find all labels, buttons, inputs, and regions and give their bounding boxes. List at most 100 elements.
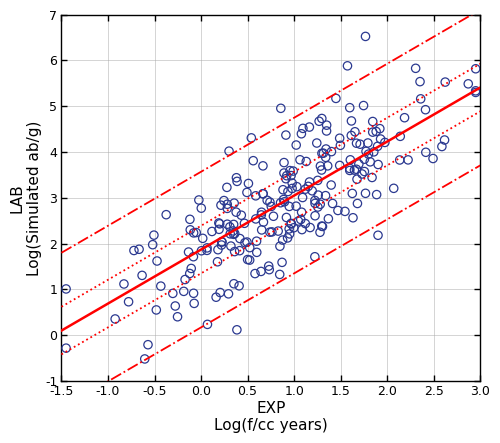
Point [212, 294, 220, 301]
Point [214, 246, 222, 253]
Point [203, 245, 211, 252]
Point [230, 280, 238, 287]
Point [316, 201, 324, 208]
Point [278, 237, 286, 244]
Point [294, 218, 302, 225]
Point [287, 220, 295, 227]
Point [223, 201, 231, 208]
Point [135, 246, 143, 253]
Point [308, 187, 316, 194]
Point [366, 158, 374, 165]
Point [381, 139, 389, 146]
Point [362, 33, 370, 40]
Point [218, 238, 226, 245]
Point [311, 253, 319, 260]
Point [282, 214, 290, 221]
Point [289, 167, 297, 175]
Point [192, 229, 200, 236]
Point [238, 212, 246, 219]
Point [198, 205, 205, 212]
Point [174, 313, 182, 320]
Point [216, 220, 224, 227]
Point [362, 148, 370, 155]
Point [472, 89, 480, 96]
Point [298, 226, 306, 233]
Point [230, 231, 237, 238]
Point [327, 182, 335, 189]
Point [223, 205, 231, 212]
Point [144, 341, 152, 348]
Point [306, 124, 314, 131]
Point [372, 191, 380, 198]
Point [362, 190, 370, 197]
Point [252, 237, 260, 245]
Point [240, 220, 248, 227]
Point [141, 355, 149, 362]
Point [162, 211, 170, 218]
Point [230, 248, 238, 255]
Point [346, 156, 354, 163]
Point [172, 303, 179, 310]
Point [360, 168, 368, 175]
Point [344, 62, 351, 70]
Point [216, 289, 224, 296]
Point [266, 198, 274, 206]
Point [280, 198, 288, 206]
Point [336, 162, 344, 169]
Point [322, 122, 330, 129]
X-axis label: EXP
Log(f/cc years): EXP Log(f/cc years) [214, 401, 328, 433]
Point [276, 243, 284, 250]
Point [318, 150, 326, 157]
Point [346, 165, 354, 172]
Point [186, 270, 194, 277]
Point [292, 141, 300, 148]
Point [400, 114, 408, 121]
Point [322, 145, 330, 152]
Point [169, 290, 177, 297]
Point [440, 136, 448, 144]
Point [260, 218, 268, 225]
Point [252, 215, 260, 222]
Point [253, 249, 261, 256]
Point [354, 200, 362, 207]
Point [346, 104, 354, 111]
Point [186, 226, 194, 233]
Point [368, 118, 376, 125]
Point [195, 196, 203, 203]
Point [316, 163, 324, 170]
Point [324, 215, 332, 222]
Point [288, 221, 296, 228]
Point [243, 238, 251, 245]
Point [268, 203, 276, 210]
Point [150, 232, 158, 239]
Point [396, 133, 404, 140]
Point [355, 160, 363, 167]
Point [198, 247, 205, 254]
Point [231, 230, 239, 237]
Point [218, 238, 226, 245]
Point [328, 200, 336, 207]
Point [306, 179, 314, 186]
Point [282, 132, 290, 139]
Point [353, 175, 361, 183]
Point [298, 130, 306, 137]
Point [259, 162, 267, 169]
Point [258, 209, 266, 216]
Point [111, 315, 119, 323]
Point [130, 247, 138, 254]
Point [229, 227, 237, 234]
Point [235, 282, 243, 289]
Point [348, 190, 356, 197]
Point [374, 232, 382, 239]
Point [284, 234, 292, 241]
Point [314, 203, 322, 210]
Point [258, 211, 266, 218]
Point [233, 178, 241, 185]
Point [246, 256, 254, 264]
Point [322, 154, 330, 161]
Point [274, 228, 282, 235]
Point [62, 345, 70, 352]
Point [370, 148, 378, 155]
Point [268, 228, 276, 235]
Point [214, 258, 222, 265]
